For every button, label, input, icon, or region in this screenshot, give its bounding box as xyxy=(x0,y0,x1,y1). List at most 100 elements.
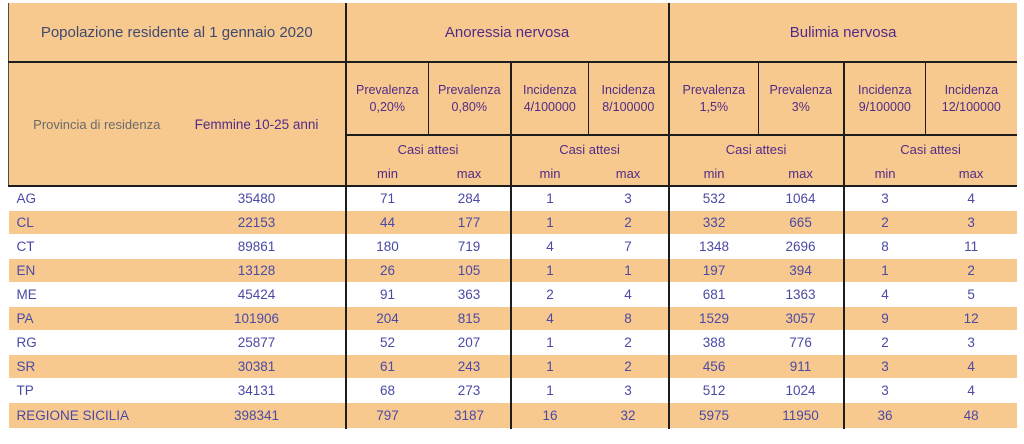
table-cell: 2 xyxy=(588,353,669,379)
table-row-sr: SR 30381 61 243 1 2 456 911 3 4 xyxy=(8,353,1017,379)
header-population: Popolazione residente al 1 gennaio 2020 xyxy=(7,3,346,63)
table-cell: RG xyxy=(16,334,37,350)
table-row-cl: CL 22153 44 177 1 2 332 665 2 3 xyxy=(8,209,1017,235)
header-an-incidenza-high: Incidenza 8/100000 xyxy=(588,62,669,136)
table-cell: 3 xyxy=(925,209,1017,235)
table-cell: 4 xyxy=(624,286,632,302)
table-cell: 26 xyxy=(344,257,429,283)
label-max: max xyxy=(428,163,511,187)
table-cell: 1 xyxy=(509,257,589,283)
table-row-min-max: min max min max min max min max xyxy=(9,163,1017,187)
table-cell: 52 xyxy=(344,330,429,354)
table-cell: 284 xyxy=(457,190,481,206)
table-cell: 3187 xyxy=(428,401,511,429)
table-cell: 1529 xyxy=(667,305,759,331)
table-cell: 4 xyxy=(925,353,1017,379)
table-cell: 2 xyxy=(588,209,669,235)
table-row-ag: AG 35480 71 284 1 3 532 1064 3 4 xyxy=(9,186,1017,210)
table-cell: TP xyxy=(16,382,34,398)
table-cell: 797 xyxy=(344,401,429,429)
table-cell: CL xyxy=(8,209,169,235)
table-cell: REGIONE SICILIA xyxy=(8,401,169,429)
label-casi-attesi: Casi attesi xyxy=(344,135,511,163)
table-cell: 1 xyxy=(509,353,589,379)
table-cell: 48 xyxy=(925,401,1017,429)
table-cell: 681 xyxy=(667,282,759,306)
table-row-group-headers: Popolazione residente al 1 gennaio 2020 … xyxy=(7,3,1017,63)
table-cell: 35480 xyxy=(237,190,276,206)
table-cell: 89861 xyxy=(237,238,276,254)
table-cell: 3 xyxy=(967,334,975,350)
table-row-rg: RG 25877 52 207 1 2 388 776 2 3 xyxy=(9,330,1017,354)
table-cell: PA xyxy=(8,305,169,331)
table-cell: 4 xyxy=(509,305,589,331)
table-cell: 5 xyxy=(967,286,975,302)
table-cell: 11950 xyxy=(758,401,844,429)
table-cell: 532 xyxy=(667,186,759,210)
table-cell: 13128 xyxy=(168,257,346,283)
table-cell: 1 xyxy=(509,209,589,235)
table-cell: 394 xyxy=(758,257,844,283)
table-cell: 776 xyxy=(789,334,812,350)
table-cell: 1 xyxy=(509,378,589,402)
table-cell: 273 xyxy=(457,382,481,398)
header-bulimia: Bulimia nervosa xyxy=(667,3,1017,63)
label-min: min xyxy=(344,163,429,187)
table-cell: 3 xyxy=(842,353,926,379)
table-row-en: EN 13128 26 105 1 1 197 394 1 2 xyxy=(8,257,1017,283)
table-cell: 30381 xyxy=(168,353,346,379)
table-cell: 68 xyxy=(344,378,429,402)
table-cell: CT xyxy=(16,238,35,254)
table-cell: 101906 xyxy=(168,305,346,331)
table-cell: 4 xyxy=(967,382,975,398)
table-cell: 105 xyxy=(428,257,511,283)
table-cell: 61 xyxy=(344,353,429,379)
table-cell: 1 xyxy=(509,186,589,210)
table-cell: 9 xyxy=(842,305,926,331)
table-cell: 71 xyxy=(344,186,429,210)
label-casi-attesi: Casi attesi xyxy=(842,135,1017,163)
table-cell: 2696 xyxy=(785,238,816,254)
table-cell: 2 xyxy=(842,330,926,354)
table-cell: 2 xyxy=(509,282,589,306)
table-row-subheaders: Provincia di residenza Femmine 10-25 ann… xyxy=(8,62,1017,187)
table-cell: 3 xyxy=(624,382,632,398)
table-cell: 32 xyxy=(588,401,669,429)
table-cell: 388 xyxy=(667,330,759,354)
table-cell: ME xyxy=(16,286,37,302)
label-max: max xyxy=(758,163,844,187)
table-cell: 2 xyxy=(624,334,632,350)
table-cell: 204 xyxy=(344,305,429,331)
header-an-prevalenza-high: Prevalenza 0,80% xyxy=(428,62,511,136)
header-bu-prevalenza-low: Prevalenza 1,5% xyxy=(667,62,759,136)
table-cell: 1024 xyxy=(785,382,816,398)
table-cell: 7 xyxy=(624,238,632,254)
table-cell: 2 xyxy=(842,209,926,235)
header-provincia: Provincia di residenza xyxy=(8,62,169,187)
table-cell: 11 xyxy=(964,238,979,254)
label-min: min xyxy=(667,163,759,187)
table-cell: 1064 xyxy=(785,190,816,206)
label-min: min xyxy=(509,163,589,187)
header-anorexia: Anoressia nervosa xyxy=(344,3,669,63)
table-region: Popolazione residente al 1 gennaio 2020 … xyxy=(7,3,1017,429)
table-cell: 1 xyxy=(509,330,589,354)
table-cell: 665 xyxy=(758,209,844,235)
table-cell: 1363 xyxy=(785,286,816,302)
table-cell: 91 xyxy=(344,282,429,306)
table-cell: 3 xyxy=(624,190,632,206)
table-cell: 8 xyxy=(588,305,669,331)
table-cell: 1 xyxy=(588,257,669,283)
table-cell: 45424 xyxy=(237,286,276,302)
table-cell: 207 xyxy=(457,334,481,350)
table-cell: 398341 xyxy=(168,401,346,429)
header-bu-prevalenza-high: Prevalenza 3% xyxy=(758,62,844,136)
table-cell: 12 xyxy=(925,305,1017,331)
table-cell: 25877 xyxy=(237,334,276,350)
table-cell: 4 xyxy=(967,190,975,206)
table-cell: 2 xyxy=(925,257,1017,283)
table-cell: 177 xyxy=(428,209,511,235)
label-max: max xyxy=(588,163,669,187)
table-cell: 4 xyxy=(842,282,926,306)
table-cell: 4 xyxy=(509,234,589,258)
